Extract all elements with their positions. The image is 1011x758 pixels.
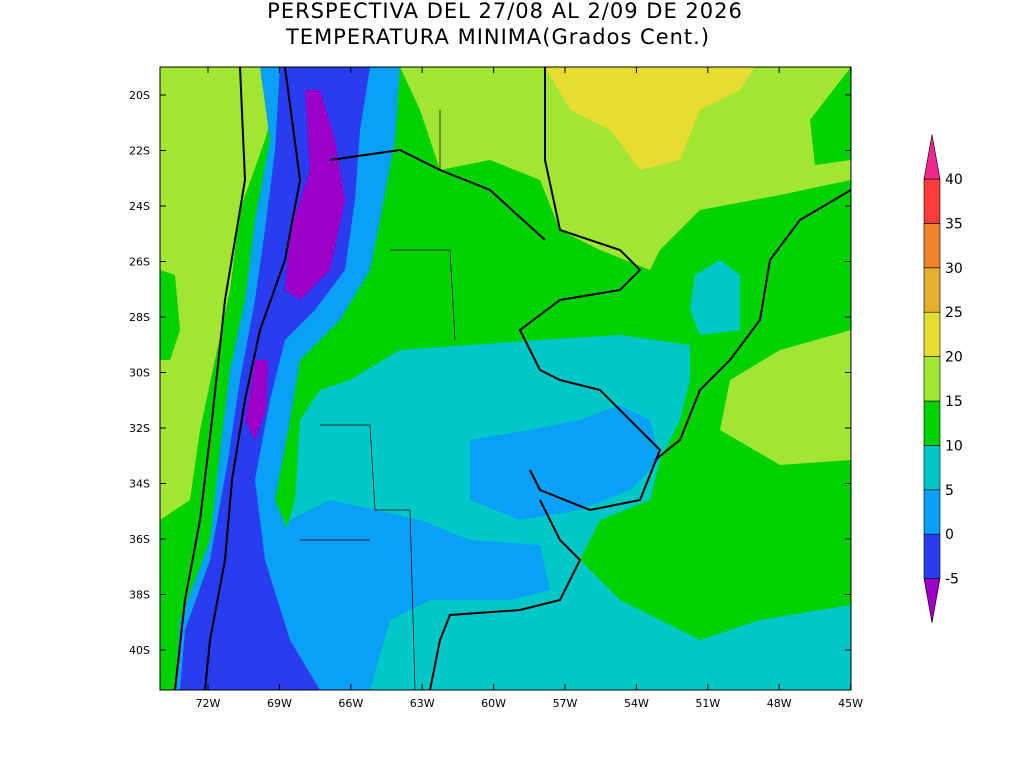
colorbar-box [923,445,941,491]
colorbar-triangle [923,134,941,180]
lon-label: 57W [553,697,578,710]
lon-label: 63W [410,697,435,710]
colorbar-label: 35 [945,216,963,232]
lat-label: 30S [129,367,150,380]
lat-label: 22S [129,145,150,158]
lat-label: 32S [129,422,150,435]
province-border [300,110,456,690]
colorbar-label: -5 [945,572,959,588]
colorbar-label: 0 [945,527,954,543]
lat-label: 38S [129,589,150,602]
field-15-20 [720,330,851,465]
lon-label: 66W [338,697,363,710]
field-10-15 [160,270,180,360]
lat-label: 40S [129,644,150,657]
colorbar-label: 20 [945,350,963,366]
field-0-5 [470,405,660,520]
colorbar-box [923,533,941,579]
coastline [174,67,247,690]
colorbar-box [923,489,941,535]
field-10-15 [810,67,851,165]
lon-label: 45W [838,697,863,710]
colorbar-box [923,356,941,402]
colorbar-label: 5 [945,483,954,499]
field-15-20 [160,67,285,520]
lat-label: 20S [129,89,150,102]
colorbar-box [923,178,941,224]
contour-field [160,67,851,690]
field-15-20 [400,67,851,270]
colorbar-box [923,400,941,446]
field-20-25 [545,67,755,170]
lat-label: 36S [129,533,150,546]
lon-label: 48W [767,697,792,710]
subtitle: TEMPERATURA MINIMA(Grados Cent.) [285,25,710,49]
coastline [429,67,851,690]
axes: 20S 22S 24S 26S 28S 30S 32S 34S 36S 38S 40S 72W 69W 6… [129,67,863,710]
field-below-neg5 [285,90,345,300]
colorbar-label: 25 [945,305,963,321]
colorbar-label: 10 [945,438,963,454]
colorbar-box [923,311,941,357]
colorbar: -5 0 5 10 15 20 25 30 35 40 [923,134,963,624]
colorbar-label: 15 [945,394,963,410]
field-below-neg5 [245,360,268,440]
lat-label: 34S [129,478,150,491]
plot-frame [159,66,852,691]
title: PERSPECTIVA DEL 27/08 AL 2/09 DE 2026 [267,0,743,23]
field-5-10 [690,260,740,335]
colorbar-box [923,267,941,313]
colorbar-triangle [923,578,941,624]
field-0-5 [260,500,550,690]
lon-label: 60W [481,697,506,710]
lat-label: 28S [129,311,150,324]
lat-label: 24S [129,200,150,213]
lat-label: 26S [129,256,150,269]
lon-label: 54W [624,697,649,710]
lon-label: 72W [196,697,221,710]
colorbar-box [923,223,941,269]
colorbar-label: 40 [945,172,963,188]
lon-label: 51W [695,697,720,710]
lon-label: 69W [267,697,292,710]
colorbar-label: 30 [945,261,963,277]
